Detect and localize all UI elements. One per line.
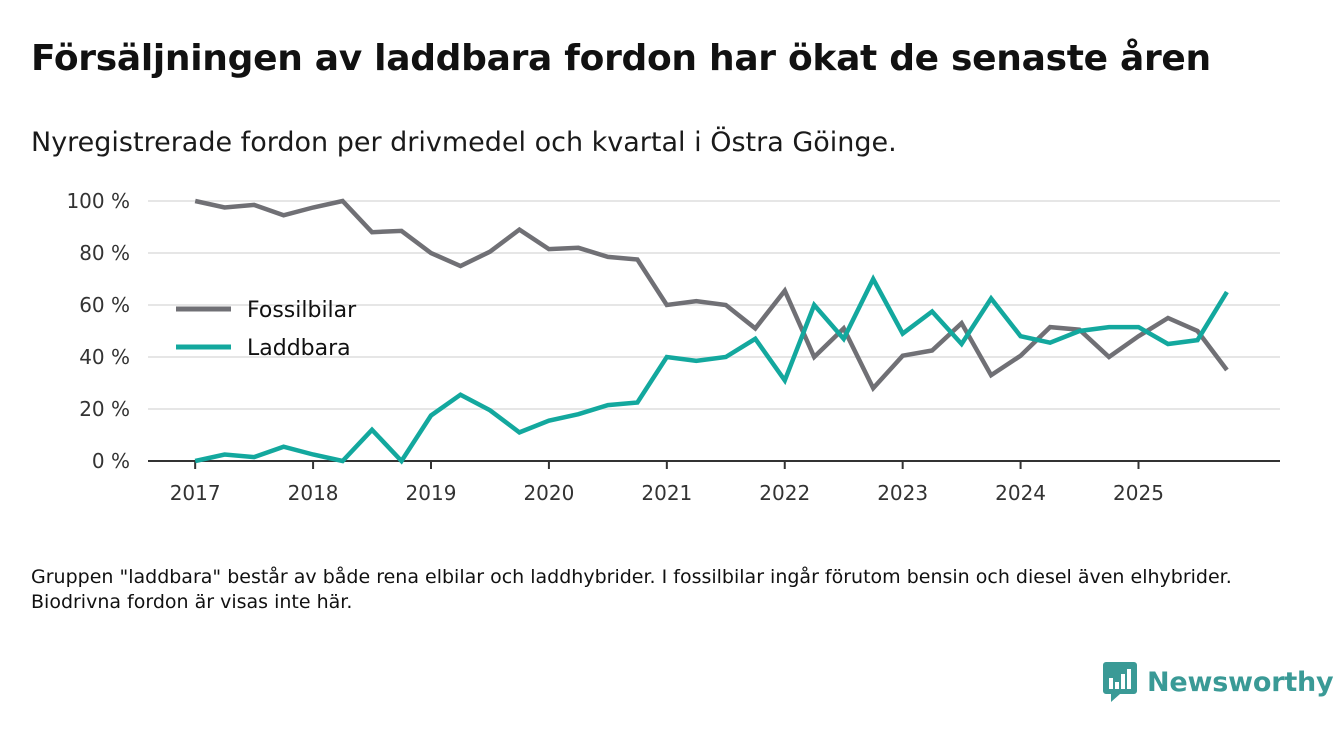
chart-title: Försäljningen av laddbara fordon har öka… — [31, 38, 1211, 79]
x-tick-label: 2024 — [995, 481, 1046, 505]
y-tick-label: 80 % — [79, 241, 130, 265]
y-tick-label: 20 % — [79, 397, 130, 421]
y-axis: 0 % 20 % 40 % 60 % 80 % 100 % — [66, 189, 130, 473]
x-tick-label: 2018 — [288, 481, 339, 505]
chart-subtitle: Nyregistrerade fordon per drivmedel och … — [31, 127, 897, 158]
x-axis: 2017 2018 2019 2020 2021 2022 2023 2024 2025 — [148, 460, 1280, 505]
series-lines — [194, 198, 1229, 465]
x-tick-label: 2021 — [641, 481, 692, 505]
x-tick-label: 2023 — [877, 481, 928, 505]
y-tick-label: 40 % — [79, 345, 130, 369]
x-tick-label: 2025 — [1113, 481, 1164, 505]
legend-label: Fossilbilar — [247, 298, 357, 323]
y-tick-label: 0 % — [92, 449, 130, 473]
x-tick-label: 2019 — [406, 481, 457, 505]
x-tick-label: 2017 — [170, 481, 221, 505]
logo-text: Newsworthy — [1147, 666, 1334, 698]
x-tick-label: 2022 — [759, 481, 810, 505]
newsworthy-logo: Newsworthy — [1103, 660, 1334, 704]
legend-label: Laddbara — [247, 336, 351, 361]
footnote: Gruppen "laddbara" består av både rena e… — [31, 566, 1232, 613]
series-line-fossilbilar — [194, 198, 1229, 393]
bar-chart-icon — [1103, 662, 1137, 702]
y-tick-label: 100 % — [66, 189, 130, 213]
series-line-laddbara — [194, 274, 1229, 465]
y-tick-label: 60 % — [79, 293, 130, 317]
legend: Fossilbilar Laddbara — [176, 298, 357, 361]
x-tick-label: 2020 — [523, 481, 574, 505]
